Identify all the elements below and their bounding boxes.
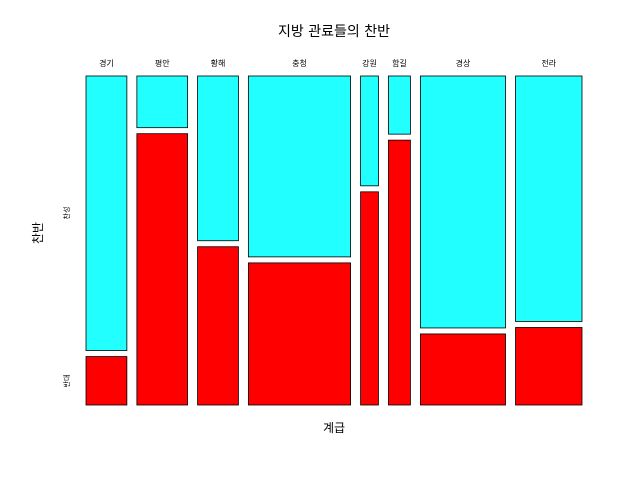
oppose-cell-2 [197,246,239,406]
oppose-cell-0 [85,356,128,406]
support-cell-4 [360,75,379,187]
oppose-cell-4 [360,191,379,406]
mosaic-bars [85,75,583,406]
support-cell-3 [248,75,351,258]
oppose-cell-5 [388,139,411,406]
column-label-3: 충청 [292,59,307,68]
y-axis-label: 찬반 [30,222,45,244]
support-cell-5 [388,75,411,135]
support-cell-6 [420,75,506,329]
chart-title: 지방 관료들의 찬반 [278,24,390,40]
support-cell-7 [515,75,583,322]
y-level-label-oppose: 반대 [62,375,71,388]
oppose-cell-6 [420,333,506,406]
column-labels: 경기 평안 황해 충청 강원 함길 경상 전라 [99,58,557,68]
oppose-cell-7 [515,327,583,406]
column-label-2: 황해 [211,58,226,68]
support-cell-1 [136,75,188,129]
oppose-cell-3 [248,262,351,406]
column-label-6: 경상 [456,58,471,68]
support-cell-0 [85,75,128,351]
y-level-label-support: 찬성 [62,207,71,220]
support-cell-2 [197,75,239,242]
x-axis-label: 계급 [323,421,345,435]
column-label-4: 강원 [362,58,377,68]
column-label-5: 함길 [392,59,407,68]
column-label-0: 경기 [99,58,114,68]
oppose-cell-1 [136,133,188,406]
column-label-1: 평안 [155,58,170,68]
column-label-7: 전라 [541,58,556,68]
